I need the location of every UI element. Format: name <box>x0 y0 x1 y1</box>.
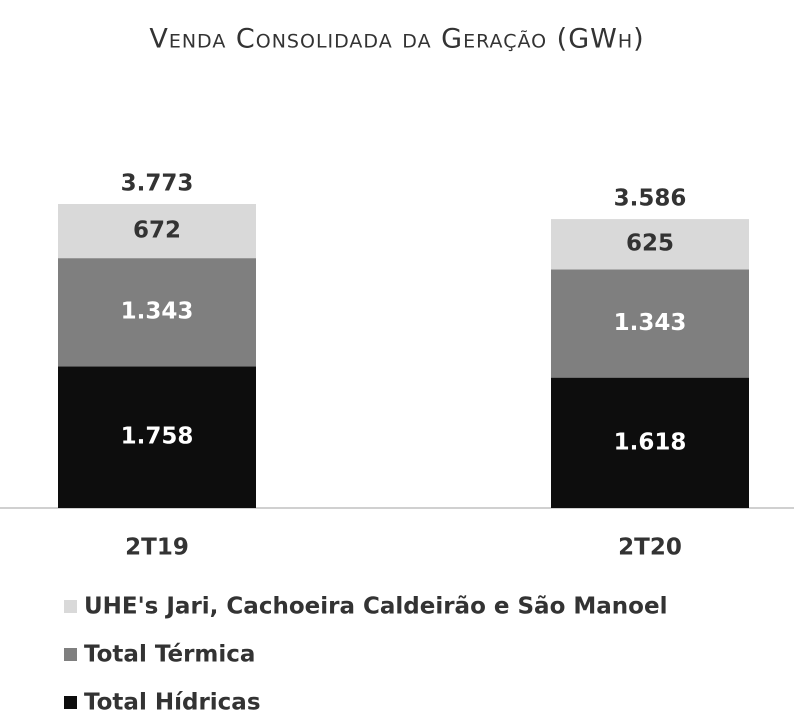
value-label: 1.618 <box>614 429 687 455</box>
x-tick-label: 2T20 <box>618 535 682 561</box>
chart-title: Venda Consolidada da Geração (GWh) <box>149 24 644 55</box>
legend-label: Total Térmica <box>84 642 255 668</box>
value-label: 1.758 <box>121 424 194 450</box>
legend-label: UHE's Jari, Cachoeira Caldeirão e São Ma… <box>84 594 667 620</box>
bar-segment <box>551 269 749 378</box>
legend-swatch <box>64 696 77 709</box>
bar-segment <box>58 366 256 508</box>
value-label: 1.343 <box>121 299 194 325</box>
bar-segment <box>551 377 749 508</box>
legend-label: Total Hídricas <box>84 690 261 716</box>
bar-segment <box>58 204 256 259</box>
value-label: 1.343 <box>614 310 687 336</box>
value-label: 672 <box>133 218 181 244</box>
legend-swatch <box>64 648 77 661</box>
value-label: 625 <box>626 231 674 257</box>
x-tick-label: 2T19 <box>125 535 189 561</box>
total-label: 3.773 <box>121 171 194 197</box>
legend-swatch <box>64 600 77 613</box>
total-label: 3.586 <box>614 186 687 212</box>
bar-segment <box>551 219 749 270</box>
bar-segment <box>58 258 256 367</box>
